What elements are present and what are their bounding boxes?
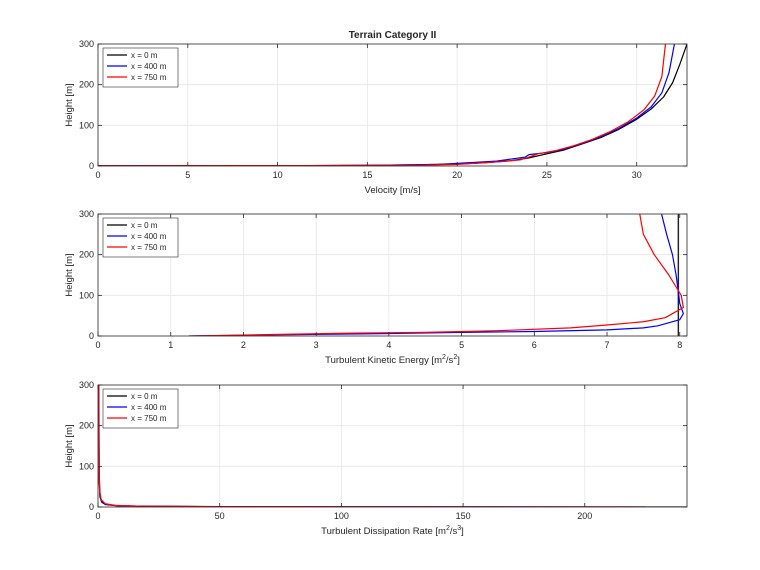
x-tick-label: 5: [185, 170, 190, 180]
x-tick-label: 4: [386, 340, 391, 350]
x-tick-label: 7: [605, 340, 610, 350]
y-axis-label: Height [m]: [64, 253, 75, 296]
plot-area: [98, 385, 687, 507]
y-axis-label: Height [m]: [64, 424, 75, 467]
y-tick-label: 300: [79, 39, 94, 49]
y-tick-label: 200: [79, 421, 94, 431]
legend-label: x = 400 m: [131, 232, 167, 241]
x-axis-label: Turbulent Kinetic Energy [m2/s2]: [325, 354, 460, 366]
y-axis-label: Height [m]: [64, 83, 75, 126]
x-axis-label: Velocity [m/s]: [365, 185, 421, 196]
x-tick-label: 150: [456, 511, 471, 521]
x-tick-label: 6: [532, 340, 537, 350]
x-tick-label: 8: [677, 340, 682, 350]
x-tick-label: 15: [362, 170, 372, 180]
subplot-2: 0 1 2 3 4 5 6 7 8 0 100 200 300 Turbulent Kinetic Ene…: [64, 209, 688, 366]
x-tick-label: 25: [542, 170, 552, 180]
legend: x = 0 m x = 400 m x = 750 m: [102, 217, 179, 258]
x-tick-label: 0: [95, 511, 100, 521]
legend-label: x = 0 m: [131, 392, 158, 401]
legend-label: x = 750 m: [131, 243, 167, 252]
y-tick-label: 200: [79, 80, 94, 90]
x-tick-label: 50: [215, 511, 225, 521]
legend: x = 0 m x = 400 m x = 750 m: [102, 388, 179, 429]
subplot-3: 0 50 100 150 200 0 100 200 300 Turbulent Dissipat…: [64, 380, 688, 537]
y-tick-label: 100: [79, 461, 94, 471]
series-line-2: [188, 214, 684, 336]
x-tick-label: 0: [95, 170, 100, 180]
x-axis-label: Turbulent Dissipation Rate [m2/s3]: [321, 525, 464, 537]
series-line-3: [98, 44, 667, 166]
x-tick-label: 10: [273, 170, 283, 180]
grid-lines: [98, 214, 687, 336]
legend-label: x = 0 m: [131, 51, 158, 60]
x-tick-label: 200: [577, 511, 592, 521]
y-tick-label: 100: [79, 120, 94, 130]
grid-lines: [98, 385, 687, 507]
legend-label: x = 400 m: [131, 403, 167, 412]
x-tick-label: 100: [334, 511, 349, 521]
x-tick-label: 1: [168, 340, 173, 350]
x-tick-label: 30: [632, 170, 642, 180]
axes-box: [97, 213, 688, 337]
plot-area: [98, 214, 687, 336]
x-tick-label: 0: [95, 340, 100, 350]
y-tick-label: 0: [89, 331, 94, 341]
y-tick-label: 0: [89, 502, 94, 512]
x-tick-label: 20: [452, 170, 462, 180]
x-tick-label: 3: [314, 340, 319, 350]
legend-label: x = 750 m: [131, 73, 167, 82]
y-tick-label: 0: [89, 161, 94, 171]
axes-box: [97, 384, 688, 508]
y-tick-label: 100: [79, 290, 94, 300]
y-tick-label: 200: [79, 250, 94, 260]
plot-area: [98, 44, 687, 166]
x-tick-label: 5: [459, 340, 464, 350]
legend-label: x = 750 m: [131, 414, 167, 423]
x-tick-label: 2: [241, 340, 246, 350]
grid-lines: [98, 44, 687, 166]
axes-box: [97, 43, 688, 167]
legend-label: x = 400 m: [131, 62, 167, 71]
legend-label: x = 0 m: [131, 221, 158, 230]
chart-title: Terrain Category II: [349, 30, 437, 41]
series-line-3: [192, 214, 684, 336]
y-tick-label: 300: [79, 209, 94, 219]
legend: x = 0 m x = 400 m x = 750 m: [102, 47, 179, 88]
y-tick-label: 300: [79, 380, 94, 390]
